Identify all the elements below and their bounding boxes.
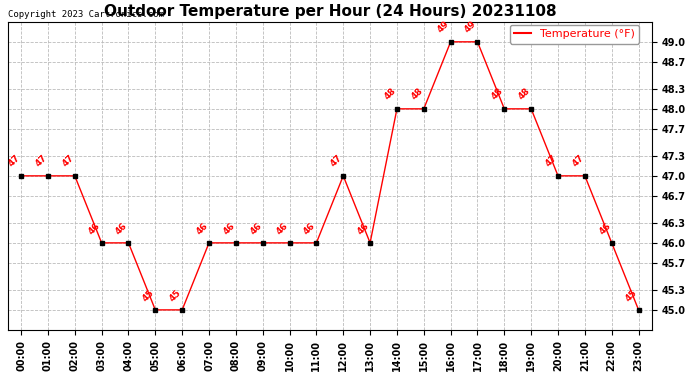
Text: 48: 48 [517, 87, 532, 102]
Text: 46: 46 [195, 220, 210, 236]
Legend: Temperature (°F): Temperature (°F) [510, 25, 639, 44]
Text: 48: 48 [409, 87, 424, 102]
Text: 49: 49 [463, 20, 478, 35]
Text: 46: 46 [248, 220, 264, 236]
Text: 45: 45 [168, 288, 183, 303]
Text: 47: 47 [6, 153, 22, 169]
Text: 48: 48 [490, 87, 505, 102]
Text: 46: 46 [302, 220, 317, 236]
Text: 46: 46 [87, 220, 102, 236]
Text: 46: 46 [114, 220, 129, 236]
Text: 47: 47 [544, 153, 559, 169]
Text: 48: 48 [382, 87, 397, 102]
Text: 46: 46 [597, 220, 613, 236]
Text: 45: 45 [624, 288, 639, 303]
Text: 47: 47 [570, 153, 586, 169]
Text: 46: 46 [221, 220, 237, 236]
Text: 49: 49 [436, 20, 451, 35]
Text: 47: 47 [60, 153, 75, 169]
Title: Outdoor Temperature per Hour (24 Hours) 20231108: Outdoor Temperature per Hour (24 Hours) … [104, 4, 556, 19]
Text: 46: 46 [275, 220, 290, 236]
Text: 47: 47 [328, 153, 344, 169]
Text: 46: 46 [355, 220, 371, 236]
Text: 45: 45 [141, 288, 156, 303]
Text: Copyright 2023 Cartronics.com: Copyright 2023 Cartronics.com [8, 10, 164, 19]
Text: 47: 47 [33, 153, 49, 169]
